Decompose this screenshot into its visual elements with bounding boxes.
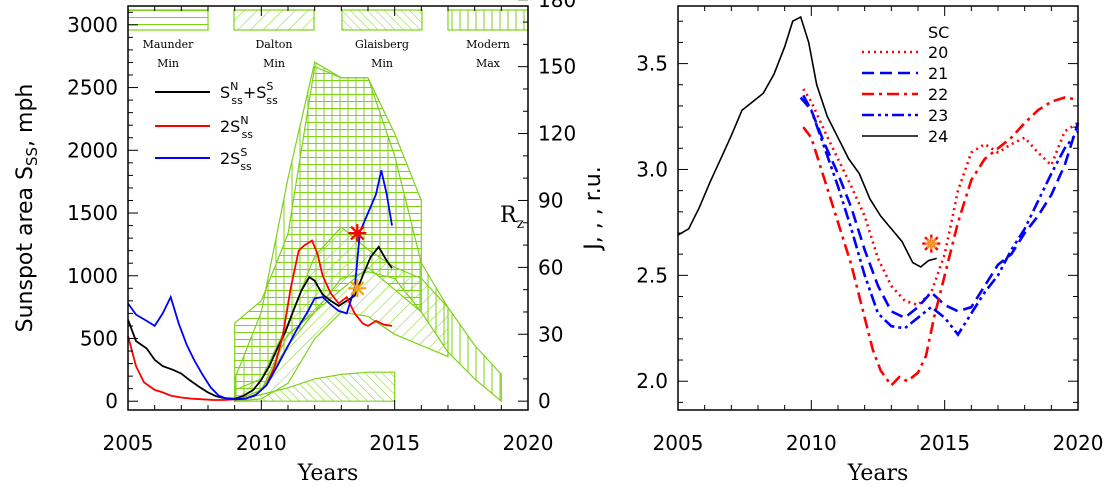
y-tick-label: 3.0 bbox=[636, 157, 668, 181]
series-line bbox=[127, 239, 393, 401]
x-tick-label: 2010 bbox=[786, 431, 837, 455]
x-ticks: 2005 2010 2015 2020 bbox=[103, 6, 554, 455]
y-tick-label: 2.0 bbox=[636, 369, 668, 393]
y-tick-label: 2000 bbox=[67, 138, 118, 162]
y-right-tick-label: 0 bbox=[538, 389, 551, 413]
series-line bbox=[127, 170, 393, 401]
x-tick-label: 2015 bbox=[369, 431, 420, 455]
marker bbox=[348, 279, 367, 298]
series-line bbox=[802, 88, 1079, 307]
x-axis-label: Years bbox=[847, 461, 909, 486]
legend-entry: 20 bbox=[862, 43, 948, 62]
x-tick-label: 2005 bbox=[103, 431, 154, 455]
plot-frame bbox=[677, 5, 1079, 411]
band-label: Glaisberg bbox=[355, 38, 409, 51]
legend-entry: 2SN ss bbox=[155, 114, 253, 141]
y-tick-label: 2.5 bbox=[636, 263, 668, 287]
y-tick-label: 3.5 bbox=[636, 52, 668, 76]
band-label: Min bbox=[157, 57, 179, 70]
y-right-tick-label: 30 bbox=[538, 322, 563, 346]
legend-label: SN ss+SS ss bbox=[220, 80, 278, 107]
x-axis-label: Years bbox=[297, 461, 359, 486]
legend-label: 24 bbox=[928, 127, 948, 146]
x-tick-label: 2020 bbox=[1053, 431, 1104, 455]
y-right-tick-label: 120 bbox=[538, 122, 576, 146]
band-label: Min bbox=[371, 57, 393, 70]
y-tick-label: 1500 bbox=[67, 201, 118, 225]
y-tick-label: 3000 bbox=[67, 13, 118, 37]
legend-label: 20 bbox=[928, 43, 948, 62]
band-label: Min bbox=[263, 57, 285, 70]
series-line bbox=[677, 15, 937, 268]
band-glaisberg-min bbox=[234, 371, 396, 402]
y-tick-label: 2500 bbox=[67, 76, 118, 100]
legend-entry: 23 bbox=[862, 106, 948, 125]
legend-title: SC bbox=[928, 23, 949, 42]
legend-entry: 21 bbox=[862, 64, 948, 83]
band-legend: Maunder Min Dalton Min Glaisberg Min Modern Max bbox=[127, 9, 529, 70]
band-label: Maunder bbox=[143, 38, 195, 51]
legend-label: 2SN ss bbox=[220, 114, 253, 141]
legend-label: 22 bbox=[928, 85, 948, 104]
y-right-tick-label: 60 bbox=[538, 255, 563, 279]
series-line bbox=[799, 96, 1080, 337]
y-tick-label: 1000 bbox=[67, 264, 118, 288]
legend-entry: 24 bbox=[862, 127, 948, 146]
band-swatch bbox=[341, 9, 423, 31]
x-tick-label: 2020 bbox=[503, 431, 554, 455]
y-ticks-right: 0 30 60 90 120 150 180 bbox=[518, 0, 576, 413]
x-tick-label: 2005 bbox=[653, 431, 704, 455]
plot-frame bbox=[127, 5, 529, 411]
series-line bbox=[802, 96, 1079, 388]
y-right-tick-label: 90 bbox=[538, 188, 563, 212]
legend-label: 23 bbox=[928, 106, 948, 125]
y-tick-label: 500 bbox=[80, 326, 118, 350]
y-axis-label: Sunspot area SSS, mph bbox=[13, 84, 41, 333]
legend-label: 21 bbox=[928, 64, 948, 83]
legend-entry: 22 bbox=[862, 85, 948, 104]
marker bbox=[348, 224, 367, 243]
legend-label: 2SS ss bbox=[220, 146, 252, 173]
series-lines bbox=[677, 15, 1080, 388]
band-label: Max bbox=[476, 57, 501, 70]
observation-markers bbox=[922, 234, 941, 253]
x-tick-label: 2010 bbox=[236, 431, 287, 455]
prediction-bands bbox=[234, 61, 502, 403]
y-right-tick-label: 150 bbox=[538, 55, 576, 79]
band-label: Modern bbox=[466, 38, 510, 51]
y-right-tick-label: 180 bbox=[538, 0, 576, 12]
series-lines bbox=[127, 170, 393, 401]
band-label: Dalton bbox=[255, 38, 292, 51]
y-ticks-left: 0 500 1000 1500 2000 2500 3000 bbox=[67, 11, 138, 413]
series-legend: SN ss+SS ss 2SN ss 2SS ss bbox=[155, 80, 278, 173]
marker bbox=[925, 237, 938, 250]
y-ticks: 2.0 2.5 3.0 3.5 bbox=[636, 20, 1078, 403]
x-ticks: 2005 2010 2015 2020 bbox=[653, 6, 1104, 455]
x-tick-label: 2015 bbox=[919, 431, 970, 455]
y-tick-label: 0 bbox=[105, 389, 118, 413]
observation-markers bbox=[348, 224, 367, 298]
legend-entry: 2SS ss bbox=[155, 146, 252, 173]
y-axis-label: J, , , r.u. bbox=[581, 166, 606, 251]
band-swatch bbox=[233, 9, 315, 31]
band-swatch bbox=[127, 9, 209, 31]
legend-entry: SN ss+SS ss bbox=[155, 80, 278, 107]
left-panel: Maunder Min Dalton Min Glaisberg Min Modern Max… bbox=[13, 0, 576, 486]
band-swatch bbox=[447, 9, 529, 31]
band-modern-max bbox=[234, 61, 502, 403]
y-axis-right-label: Rz bbox=[500, 203, 524, 232]
